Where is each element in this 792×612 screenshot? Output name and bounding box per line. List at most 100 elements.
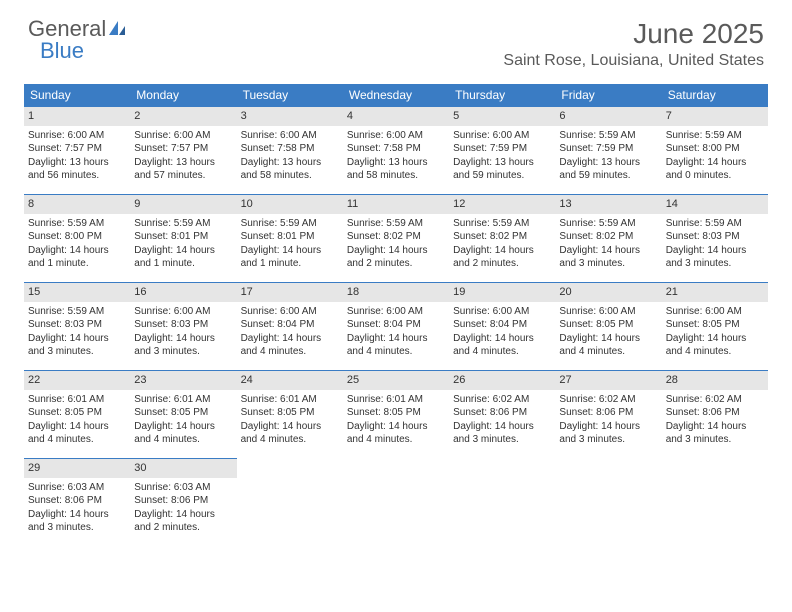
day-number: 13 — [555, 195, 661, 214]
sunrise-line: Sunrise: 5:59 AM — [453, 217, 551, 231]
empty-cell — [449, 459, 555, 547]
sunset-line: Sunset: 8:03 PM — [28, 318, 126, 332]
daylight-line: Daylight: 14 hours and 4 minutes. — [347, 332, 445, 359]
empty-cell — [555, 459, 661, 547]
day-number: 29 — [24, 459, 130, 478]
day-number: 6 — [555, 107, 661, 126]
header: GeneralBlue June 2025 Saint Rose, Louisi… — [0, 0, 792, 76]
day-content: Sunrise: 5:59 AMSunset: 8:03 PMDaylight:… — [28, 305, 126, 359]
day-content: Sunrise: 5:59 AMSunset: 8:02 PMDaylight:… — [559, 217, 657, 271]
daylight-line: Daylight: 14 hours and 4 minutes. — [666, 332, 764, 359]
day-number: 5 — [449, 107, 555, 126]
day-content: Sunrise: 5:59 AMSunset: 8:00 PMDaylight:… — [28, 217, 126, 271]
day-cell: 18Sunrise: 6:00 AMSunset: 8:04 PMDayligh… — [343, 283, 449, 371]
sunset-line: Sunset: 8:04 PM — [453, 318, 551, 332]
sunset-line: Sunset: 8:00 PM — [666, 142, 764, 156]
daylight-line: Daylight: 13 hours and 59 minutes. — [453, 156, 551, 183]
daylight-line: Daylight: 14 hours and 4 minutes. — [347, 420, 445, 447]
day-cell: 25Sunrise: 6:01 AMSunset: 8:05 PMDayligh… — [343, 371, 449, 459]
day-cell: 20Sunrise: 6:00 AMSunset: 8:05 PMDayligh… — [555, 283, 661, 371]
sunset-line: Sunset: 8:04 PM — [241, 318, 339, 332]
sunrise-line: Sunrise: 5:59 AM — [28, 305, 126, 319]
day-cell: 4Sunrise: 6:00 AMSunset: 7:58 PMDaylight… — [343, 107, 449, 195]
sunrise-line: Sunrise: 6:02 AM — [559, 393, 657, 407]
sunrise-line: Sunrise: 5:59 AM — [559, 217, 657, 231]
day-content: Sunrise: 5:59 AMSunset: 8:02 PMDaylight:… — [453, 217, 551, 271]
sunset-line: Sunset: 8:06 PM — [134, 494, 232, 508]
daylight-line: Daylight: 13 hours and 59 minutes. — [559, 156, 657, 183]
brand-logo: GeneralBlue — [28, 18, 130, 62]
sunrise-line: Sunrise: 6:00 AM — [241, 305, 339, 319]
sunset-line: Sunset: 8:05 PM — [347, 406, 445, 420]
day-cell: 28Sunrise: 6:02 AMSunset: 8:06 PMDayligh… — [662, 371, 768, 459]
day-content: Sunrise: 6:02 AMSunset: 8:06 PMDaylight:… — [453, 393, 551, 447]
daylight-line: Daylight: 14 hours and 3 minutes. — [453, 420, 551, 447]
empty-cell — [237, 459, 343, 547]
day-cell: 17Sunrise: 6:00 AMSunset: 8:04 PMDayligh… — [237, 283, 343, 371]
day-content: Sunrise: 6:01 AMSunset: 8:05 PMDaylight:… — [241, 393, 339, 447]
day-number: 23 — [130, 371, 236, 390]
location-subtitle: Saint Rose, Louisiana, United States — [503, 52, 764, 70]
sunset-line: Sunset: 8:06 PM — [28, 494, 126, 508]
day-number: 12 — [449, 195, 555, 214]
calendar-body: 1Sunrise: 6:00 AMSunset: 7:57 PMDaylight… — [24, 107, 768, 547]
day-cell: 3Sunrise: 6:00 AMSunset: 7:58 PMDaylight… — [237, 107, 343, 195]
daylight-line: Daylight: 14 hours and 3 minutes. — [666, 244, 764, 271]
day-content: Sunrise: 6:00 AMSunset: 7:59 PMDaylight:… — [453, 129, 551, 183]
sunrise-line: Sunrise: 5:59 AM — [241, 217, 339, 231]
sunset-line: Sunset: 8:00 PM — [28, 230, 126, 244]
day-content: Sunrise: 6:00 AMSunset: 8:04 PMDaylight:… — [241, 305, 339, 359]
day-number: 9 — [130, 195, 236, 214]
sunrise-line: Sunrise: 6:00 AM — [241, 129, 339, 143]
sunrise-line: Sunrise: 6:03 AM — [28, 481, 126, 495]
brand-part2: Blue — [40, 38, 84, 63]
sunrise-line: Sunrise: 6:00 AM — [347, 129, 445, 143]
day-content: Sunrise: 5:59 AMSunset: 8:01 PMDaylight:… — [241, 217, 339, 271]
calendar-row: 8Sunrise: 5:59 AMSunset: 8:00 PMDaylight… — [24, 195, 768, 283]
day-number: 25 — [343, 371, 449, 390]
day-number: 8 — [24, 195, 130, 214]
day-content: Sunrise: 6:00 AMSunset: 8:04 PMDaylight:… — [347, 305, 445, 359]
day-cell: 23 Sunrise: 6:01 AMSunset: 8:05 PMDayligh… — [130, 371, 236, 459]
day-content: Sunrise: 6:03 AMSunset: 8:06 PMDaylight:… — [28, 481, 126, 535]
sunset-line: Sunset: 8:05 PM — [134, 406, 232, 420]
day-cell: 22Sunrise: 6:01 AMSunset: 8:05 PMDayligh… — [24, 371, 130, 459]
day-cell: 21Sunrise: 6:00 AMSunset: 8:05 PMDayligh… — [662, 283, 768, 371]
sunrise-line: Sunrise: 6:00 AM — [453, 129, 551, 143]
title-block: June 2025 Saint Rose, Louisiana, United … — [503, 18, 764, 70]
day-cell: 26Sunrise: 6:02 AMSunset: 8:06 PMDayligh… — [449, 371, 555, 459]
daylight-line: Daylight: 14 hours and 2 minutes. — [134, 508, 232, 535]
day-content: Sunrise: 6:00 AMSunset: 8:03 PMDaylight:… — [134, 305, 232, 359]
daylight-line: Daylight: 14 hours and 3 minutes. — [666, 420, 764, 447]
daylight-line: Daylight: 14 hours and 3 minutes. — [28, 508, 126, 535]
sunset-line: Sunset: 8:02 PM — [559, 230, 657, 244]
day-number: 2 — [130, 107, 236, 126]
sunrise-line: Sunrise: 5:59 AM — [666, 129, 764, 143]
daylight-line: Daylight: 14 hours and 1 minute. — [241, 244, 339, 271]
daylight-line: Daylight: 14 hours and 3 minutes. — [559, 420, 657, 447]
daylight-line: Daylight: 14 hours and 4 minutes. — [241, 420, 339, 447]
sunset-line: Sunset: 7:57 PM — [28, 142, 126, 156]
day-content: Sunrise: 6:02 AMSunset: 8:06 PMDaylight:… — [666, 393, 764, 447]
sunset-line: Sunset: 7:59 PM — [453, 142, 551, 156]
day-number: 14 — [662, 195, 768, 214]
sunset-line: Sunset: 8:06 PM — [666, 406, 764, 420]
day-cell: 15Sunrise: 5:59 AMSunset: 8:03 PMDayligh… — [24, 283, 130, 371]
sunrise-line: Sunrise: 6:01 AM — [28, 393, 126, 407]
day-number: 7 — [662, 107, 768, 126]
day-cell: 8 Sunrise: 5:59 AMSunset: 8:00 PMDaylight… — [24, 195, 130, 283]
day-cell: 12 Sunrise: 5:59 AMSunset: 8:02 PMDayligh… — [449, 195, 555, 283]
sail-icon — [108, 18, 128, 40]
day-number: 10 — [237, 195, 343, 214]
day-number: 4 — [343, 107, 449, 126]
daylight-line: Daylight: 14 hours and 1 minute. — [28, 244, 126, 271]
day-cell: 5 Sunrise: 6:00 AMSunset: 7:59 PMDaylight… — [449, 107, 555, 195]
day-number: 21 — [662, 283, 768, 302]
sunset-line: Sunset: 7:59 PM — [559, 142, 657, 156]
calendar-table: SundayMondayTuesdayWednesdayThursdayFrid… — [24, 84, 768, 547]
sunset-line: Sunset: 8:05 PM — [241, 406, 339, 420]
daylight-line: Daylight: 14 hours and 4 minutes. — [241, 332, 339, 359]
day-content: Sunrise: 6:01 AMSunset: 8:05 PMDaylight:… — [134, 393, 232, 447]
day-content: Sunrise: 6:00 AMSunset: 7:57 PMDaylight:… — [134, 129, 232, 183]
day-number: 3 — [237, 107, 343, 126]
